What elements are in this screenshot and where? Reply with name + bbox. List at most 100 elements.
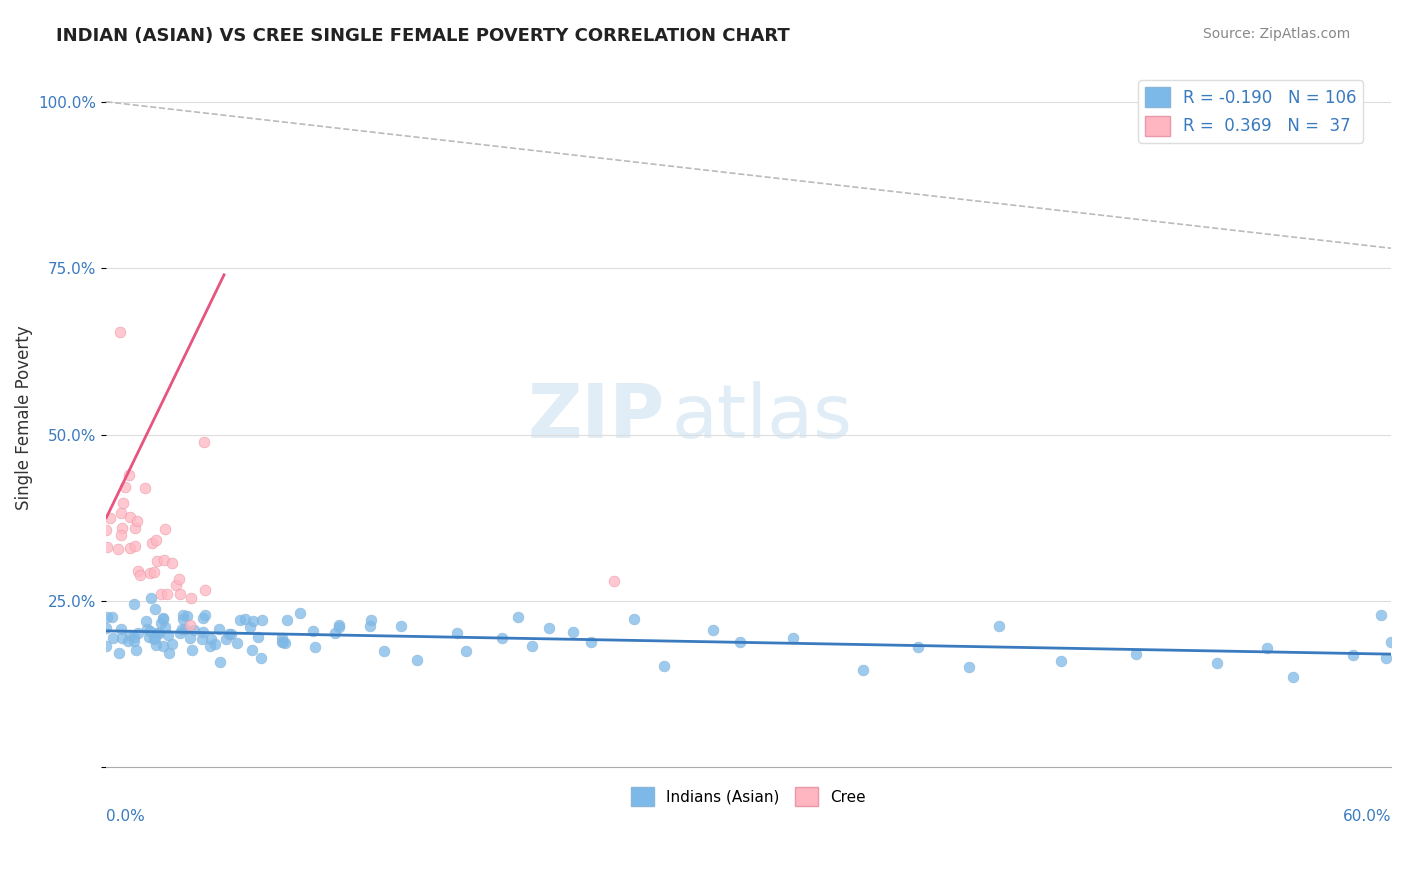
- Point: [218, 627, 240, 641]
- Point: [179, 631, 201, 645]
- Point: [98, 510, 121, 524]
- Point: [271, 634, 294, 648]
- Point: [108, 326, 131, 340]
- Point: [96, 524, 118, 538]
- Point: [1256, 641, 1278, 656]
- Point: [226, 636, 249, 650]
- Point: [702, 624, 724, 638]
- Point: [122, 597, 145, 611]
- Point: [522, 639, 544, 653]
- Point: [118, 628, 141, 642]
- Point: [1050, 654, 1073, 668]
- Point: [110, 506, 132, 520]
- Point: [139, 566, 162, 580]
- Point: [129, 568, 152, 582]
- Point: [143, 631, 166, 645]
- Point: [180, 591, 202, 605]
- Point: [214, 632, 236, 647]
- Point: [242, 614, 264, 628]
- Point: [406, 653, 429, 667]
- Point: [120, 541, 142, 555]
- Point: [108, 646, 131, 660]
- Point: [146, 626, 169, 640]
- Point: [239, 620, 262, 634]
- Point: [1281, 670, 1303, 684]
- Point: [508, 610, 530, 624]
- Point: [359, 619, 381, 633]
- Point: [156, 628, 179, 642]
- Point: [155, 522, 177, 536]
- Point: [191, 611, 214, 625]
- Point: [1375, 651, 1398, 665]
- Point: [141, 591, 163, 606]
- Point: [120, 509, 142, 524]
- Point: [301, 624, 323, 639]
- Point: [174, 622, 197, 636]
- Y-axis label: Single Female Poverty: Single Female Poverty: [15, 326, 32, 510]
- Point: [152, 612, 174, 626]
- Point: [233, 612, 256, 626]
- Text: ZIP: ZIP: [527, 382, 665, 454]
- Point: [491, 631, 513, 645]
- Point: [183, 623, 205, 637]
- Point: [127, 626, 149, 640]
- Point: [118, 468, 141, 483]
- Point: [172, 607, 194, 622]
- Point: [1341, 648, 1364, 662]
- Point: [110, 622, 132, 636]
- Point: [141, 536, 163, 550]
- Point: [252, 613, 274, 627]
- Point: [198, 640, 221, 654]
- Point: [134, 482, 156, 496]
- Point: [96, 610, 118, 624]
- Point: [446, 626, 468, 640]
- Point: [96, 639, 118, 653]
- Point: [276, 613, 298, 627]
- Point: [101, 609, 124, 624]
- Point: [172, 612, 194, 626]
- Point: [111, 521, 134, 535]
- Point: [603, 574, 626, 589]
- Point: [179, 617, 201, 632]
- Point: [579, 635, 602, 649]
- Point: [112, 495, 135, 509]
- Point: [1379, 634, 1402, 648]
- Text: INDIAN (ASIAN) VS CREE SINGLE FEMALE POVERTY CORRELATION CHART: INDIAN (ASIAN) VS CREE SINGLE FEMALE POV…: [56, 27, 790, 45]
- Point: [142, 632, 165, 647]
- Point: [328, 617, 350, 632]
- Point: [389, 619, 412, 633]
- Point: [169, 626, 191, 640]
- Point: [152, 610, 174, 624]
- Point: [103, 632, 125, 646]
- Point: [323, 625, 346, 640]
- Point: [145, 533, 167, 547]
- Point: [561, 625, 583, 640]
- Point: [122, 631, 145, 645]
- Point: [167, 572, 190, 586]
- Point: [208, 622, 231, 636]
- Point: [360, 613, 382, 627]
- Point: [127, 564, 149, 578]
- Point: [271, 634, 294, 648]
- Point: [150, 587, 173, 601]
- Point: [138, 630, 160, 644]
- Point: [271, 631, 294, 645]
- Point: [145, 638, 167, 652]
- Point: [209, 655, 232, 669]
- Point: [155, 619, 177, 633]
- Point: [623, 612, 645, 626]
- Text: Source: ZipAtlas.com: Source: ZipAtlas.com: [1202, 27, 1350, 41]
- Point: [111, 631, 134, 645]
- Point: [138, 624, 160, 638]
- Point: [149, 615, 172, 630]
- Point: [153, 553, 176, 567]
- Point: [169, 587, 191, 601]
- Point: [136, 623, 159, 637]
- Point: [200, 632, 222, 647]
- Point: [143, 602, 166, 616]
- Point: [157, 646, 180, 660]
- Point: [124, 539, 146, 553]
- Point: [152, 640, 174, 654]
- Point: [156, 587, 179, 601]
- Point: [852, 663, 875, 677]
